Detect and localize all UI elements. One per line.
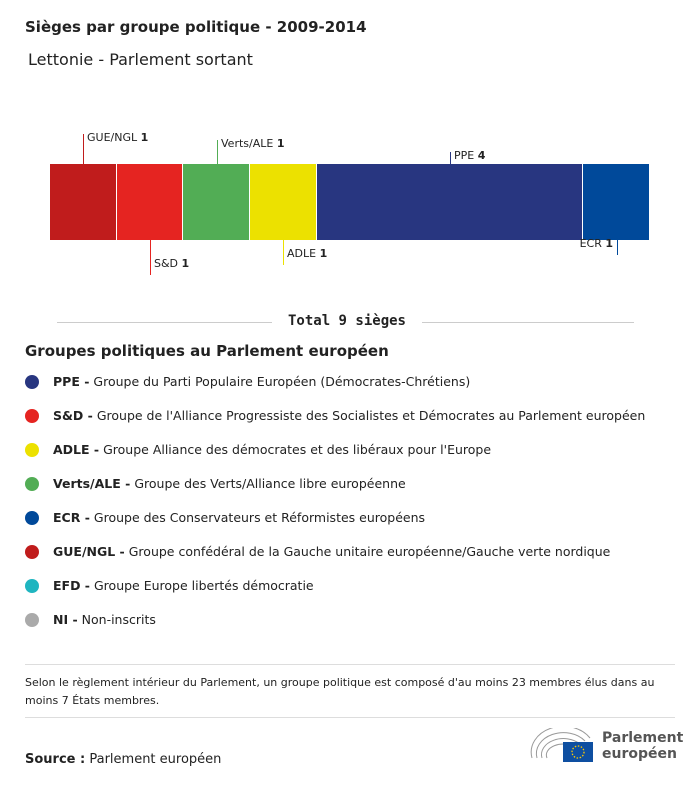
legend-dot-icon	[25, 544, 39, 559]
legend-title: Groupes politiques au Parlement européen	[25, 342, 389, 360]
data-label: ECR 1	[580, 237, 613, 250]
total-seats: Total 9 sièges	[287, 313, 406, 329]
source: Source : Parlement européen	[25, 752, 221, 767]
legend-dot-icon	[25, 612, 39, 627]
bar-segment-sd	[116, 164, 183, 240]
logo-line1: Parlement	[602, 730, 684, 746]
legend-item: EFD - Groupe Europe libertés démocratie	[25, 578, 314, 593]
data-label-value: 1	[140, 131, 149, 144]
bar-segment-ppe	[316, 164, 583, 240]
legend-name: Groupe Europe libertés démocratie	[94, 578, 314, 593]
data-label-value: 4	[477, 149, 486, 162]
legend-abbr: NI -	[53, 612, 78, 627]
data-label: Verts/ALE 1	[221, 137, 284, 150]
footnote: Selon le règlement intérieur du Parlemen…	[25, 676, 655, 707]
label-leader-line	[150, 240, 151, 275]
logo-line2: européen	[602, 746, 677, 762]
divider	[25, 717, 675, 718]
legend-item: PPE - Groupe du Parti Populaire Européen …	[25, 374, 470, 389]
data-label-name: GUE/NGL	[87, 131, 141, 144]
source-value: Parlement européen	[89, 752, 222, 767]
legend-item: GUE/NGL - Groupe confédéral de la Gauche …	[25, 544, 610, 559]
data-label-name: ADLE	[287, 247, 320, 260]
legend-item: S&D - Groupe de l'Alliance Progressiste d…	[25, 408, 645, 423]
bar-segment-ecr	[583, 164, 649, 240]
chart-title: Sièges par groupe politique - 2009-2014	[25, 18, 367, 36]
logo-text: Parlement européen	[602, 730, 683, 762]
data-label: PPE 4	[454, 149, 485, 162]
legend-dot-icon	[25, 408, 39, 423]
hemicycle-eu-flag-icon	[530, 728, 593, 762]
label-leader-line	[217, 140, 218, 164]
data-label-name: Verts/ALE	[221, 137, 277, 150]
legend-abbr: ADLE -	[53, 442, 100, 457]
data-label-name: ECR	[579, 237, 606, 250]
legend-abbr: Verts/ALE -	[53, 476, 131, 491]
legend-abbr: GUE/NGL -	[53, 544, 125, 559]
label-leader-line	[617, 240, 618, 255]
data-label-value: 1	[276, 137, 285, 150]
legend-name: Groupe confédéral de la Gauche unitaire …	[128, 544, 611, 559]
legend-item: NI - Non-inscrits	[25, 612, 156, 627]
legend-item: Verts/ALE - Groupe des Verts/Alliance lib…	[25, 476, 406, 491]
label-leader-line	[450, 152, 451, 164]
divider	[57, 322, 272, 323]
divider	[25, 664, 675, 665]
data-label-name: PPE	[454, 149, 478, 162]
data-label: ADLE 1	[287, 247, 327, 260]
data-label-value: 1	[181, 257, 190, 270]
legend-name: Groupe de l'Alliance Progressiste des So…	[96, 408, 646, 423]
legend-abbr: S&D -	[53, 408, 93, 423]
legend-name: Groupe des Verts/Alliance libre européen…	[134, 476, 406, 491]
bar-segment-adle	[250, 164, 316, 240]
legend-abbr: PPE -	[53, 374, 90, 389]
data-label: S&D 1	[154, 257, 189, 270]
source-label: Source :	[25, 752, 86, 767]
data-label-value: 1	[319, 247, 328, 260]
data-label-name: S&D	[154, 257, 182, 270]
legend-name: Groupe des Conservateurs et Réformistes …	[93, 510, 426, 525]
legend-name: Groupe du Parti Populaire Européen (Démo…	[93, 374, 471, 389]
legend-name: Groupe Alliance des démocrates et des li…	[103, 442, 492, 457]
bar-segment-vertsale	[183, 164, 249, 240]
label-leader-line	[83, 134, 84, 164]
legend-dot-icon	[25, 510, 39, 525]
legend-dot-icon	[25, 442, 39, 457]
label-leader-line	[283, 240, 284, 265]
legend-item: ADLE - Groupe Alliance des démocrates et …	[25, 442, 491, 457]
legend-abbr: ECR -	[53, 510, 90, 525]
legend-dot-icon	[25, 374, 39, 389]
bar-segment-guengl	[50, 164, 116, 240]
divider	[422, 322, 634, 323]
legend-item: ECR - Groupe des Conservateurs et Réformi…	[25, 510, 425, 525]
legend-dot-icon	[25, 578, 39, 593]
chart-subtitle: Lettonie - Parlement sortant	[28, 50, 253, 69]
legend-abbr: EFD -	[53, 578, 90, 593]
legend-dot-icon	[25, 476, 39, 491]
data-label: GUE/NGL 1	[87, 131, 148, 144]
legend-name: Non-inscrits	[81, 612, 156, 627]
parliament-logo: Parlement européen	[530, 728, 683, 764]
data-label-value: 1	[605, 237, 613, 250]
